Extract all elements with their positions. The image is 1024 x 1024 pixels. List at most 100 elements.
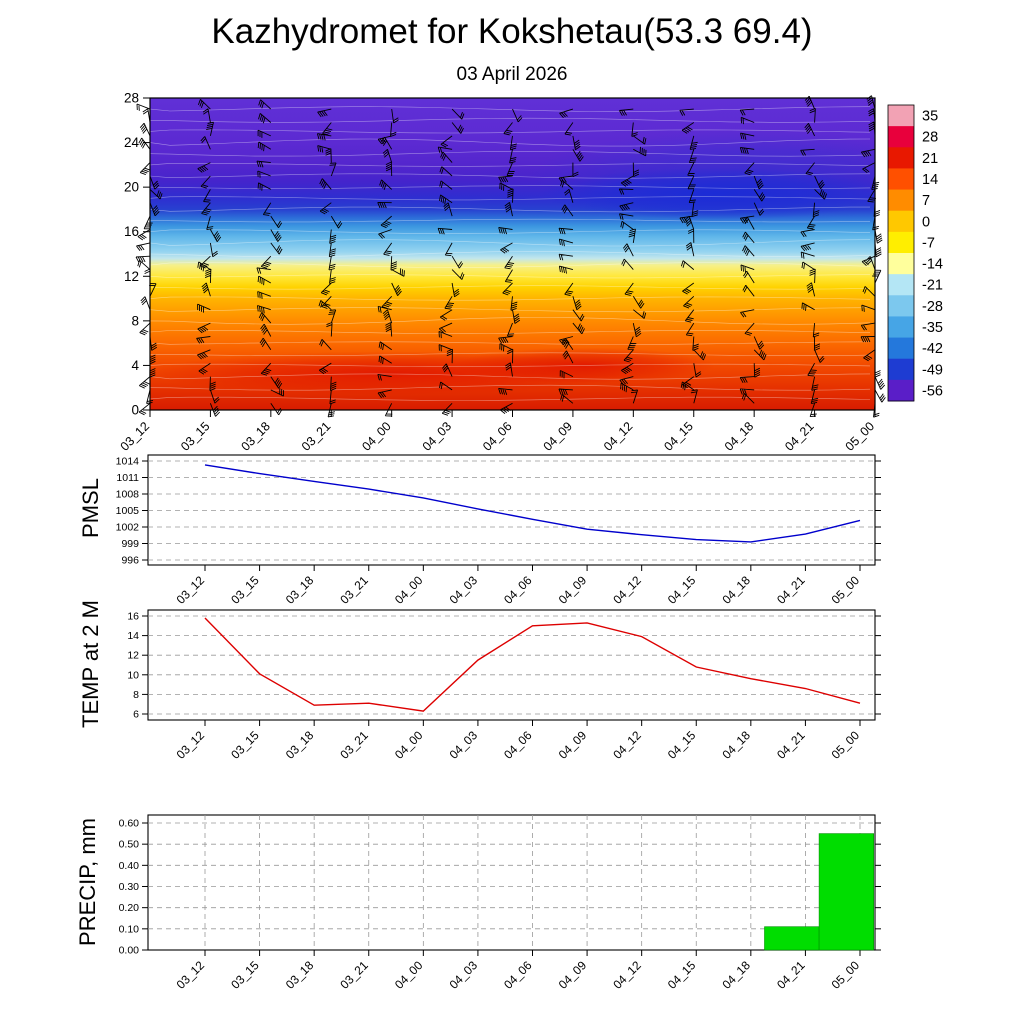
svg-text:0.10: 0.10 — [119, 923, 140, 935]
svg-text:04_03: 04_03 — [447, 958, 481, 992]
svg-text:04_06: 04_06 — [501, 573, 535, 607]
svg-text:03_15: 03_15 — [228, 958, 262, 992]
svg-text:03_15: 03_15 — [228, 728, 262, 762]
temp-panel: 6 8 10 12 14 16 03_12 03_15 03_18 03_21 04_00 04_03… — [127, 609, 881, 762]
svg-text:03_21: 03_21 — [337, 573, 371, 607]
svg-text:03_15: 03_15 — [178, 419, 213, 454]
svg-text:12: 12 — [124, 269, 139, 284]
svg-text:04_15: 04_15 — [665, 573, 699, 607]
svg-text:04_18: 04_18 — [719, 573, 753, 607]
svg-text:04_00: 04_00 — [392, 958, 426, 992]
svg-text:04_09: 04_09 — [541, 419, 576, 454]
svg-text:0: 0 — [922, 214, 930, 230]
cross-section-panel: 0 4 8 12 16 20 24 28 03_12 03_15 03_18 03_21 04_00 04… — [118, 91, 886, 454]
svg-text:04_15: 04_15 — [665, 958, 699, 992]
svg-text:03_18: 03_18 — [283, 573, 317, 607]
svg-text:04_12: 04_12 — [610, 728, 644, 762]
svg-text:0: 0 — [131, 403, 139, 418]
precip-panel: 0.00 0.10 0.20 0.30 0.40 0.50 0.60 03_12 03_15 03… — [119, 814, 881, 992]
svg-text:03_21: 03_21 — [299, 419, 334, 454]
svg-text:20: 20 — [124, 180, 139, 195]
svg-text:1008: 1008 — [116, 489, 140, 501]
svg-text:04_21: 04_21 — [774, 958, 808, 992]
svg-text:04_03: 04_03 — [447, 573, 481, 607]
svg-text:28: 28 — [922, 130, 938, 146]
svg-text:8: 8 — [131, 313, 139, 328]
svg-text:-28: -28 — [922, 299, 943, 315]
svg-text:996: 996 — [121, 555, 139, 567]
svg-text:04_06: 04_06 — [480, 419, 515, 454]
svg-text:7: 7 — [922, 193, 930, 209]
svg-text:-21: -21 — [922, 278, 943, 294]
svg-text:04_09: 04_09 — [556, 728, 590, 762]
svg-text:03_21: 03_21 — [337, 728, 371, 762]
temperature-colorbar: 35 28 21 14 7 0 -7 -14 -21 -28 -35 -42 -49 -56 — [887, 104, 943, 402]
svg-text:04_12: 04_12 — [610, 958, 644, 992]
svg-text:03_18: 03_18 — [238, 419, 273, 454]
svg-text:04_00: 04_00 — [392, 728, 426, 762]
svg-text:21: 21 — [922, 151, 938, 167]
svg-text:04_06: 04_06 — [501, 958, 535, 992]
pmsl-panel: 996 999 1002 1005 1008 1011 1014 03_12 03_15 03_1… — [116, 454, 881, 607]
svg-text:04_00: 04_00 — [359, 419, 394, 454]
svg-text:03_18: 03_18 — [283, 958, 317, 992]
temp-panel-series — [204, 617, 861, 712]
svg-text:8: 8 — [133, 689, 139, 701]
svg-text:10: 10 — [127, 669, 139, 681]
svg-text:35: 35 — [922, 109, 938, 125]
page-subtitle: 03 April 2026 — [456, 64, 568, 85]
svg-text:16: 16 — [124, 224, 139, 239]
svg-text:-49: -49 — [922, 362, 943, 378]
svg-text:4: 4 — [131, 358, 139, 373]
svg-text:0.40: 0.40 — [119, 860, 140, 872]
pmsl-panel-series — [204, 464, 861, 543]
svg-text:04_18: 04_18 — [719, 728, 753, 762]
svg-text:04_12: 04_12 — [610, 573, 644, 607]
wind-barbs — [135, 95, 886, 418]
svg-text:04_09: 04_09 — [556, 573, 590, 607]
svg-text:16: 16 — [127, 611, 139, 623]
svg-text:03_15: 03_15 — [228, 573, 262, 607]
svg-text:04_18: 04_18 — [719, 958, 753, 992]
svg-text:-14: -14 — [922, 257, 943, 273]
svg-text:24: 24 — [124, 135, 140, 150]
svg-text:05_00: 05_00 — [843, 419, 878, 454]
svg-text:04_15: 04_15 — [665, 728, 699, 762]
svg-text:03_12: 03_12 — [174, 728, 208, 762]
svg-text:1014: 1014 — [116, 456, 140, 468]
svg-text:12: 12 — [127, 650, 139, 662]
svg-text:1005: 1005 — [116, 505, 140, 517]
svg-text:0.30: 0.30 — [119, 881, 140, 893]
svg-text:0.60: 0.60 — [119, 818, 140, 830]
svg-text:04_00: 04_00 — [392, 573, 426, 607]
svg-text:14: 14 — [922, 172, 938, 188]
svg-text:03_21: 03_21 — [337, 958, 371, 992]
svg-text:04_03: 04_03 — [447, 728, 481, 762]
svg-text:999: 999 — [121, 538, 139, 550]
svg-text:04_21: 04_21 — [782, 419, 817, 454]
svg-text:05_00: 05_00 — [829, 958, 863, 992]
svg-text:1011: 1011 — [116, 472, 139, 484]
svg-text:6: 6 — [133, 709, 139, 721]
svg-text:04_03: 04_03 — [420, 419, 455, 454]
page-title: Kazhydromet for Kokshetau(53.3 69.4) — [211, 12, 813, 51]
svg-text:04_18: 04_18 — [722, 419, 757, 454]
precip-bar — [818, 833, 874, 951]
svg-text:03_12: 03_12 — [174, 573, 208, 607]
svg-text:03_18: 03_18 — [283, 728, 317, 762]
svg-text:04_21: 04_21 — [774, 728, 808, 762]
svg-text:-56: -56 — [922, 383, 943, 399]
svg-text:04_12: 04_12 — [601, 419, 636, 454]
svg-text:-7: -7 — [922, 235, 935, 251]
svg-text:0.50: 0.50 — [119, 839, 140, 851]
svg-text:0.00: 0.00 — [119, 945, 140, 957]
svg-text:04_09: 04_09 — [556, 958, 590, 992]
precip-bar — [764, 926, 820, 951]
svg-text:04_06: 04_06 — [501, 728, 535, 762]
svg-text:28: 28 — [124, 91, 139, 106]
svg-text:-42: -42 — [922, 341, 943, 357]
svg-text:05_00: 05_00 — [829, 573, 863, 607]
svg-text:1002: 1002 — [116, 522, 140, 534]
